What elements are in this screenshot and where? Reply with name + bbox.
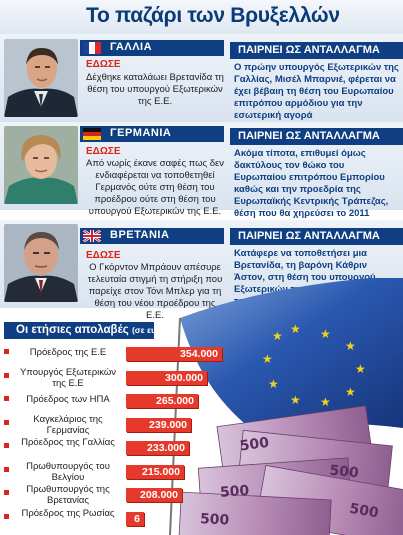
salary-bar-value: 208.000 [140,489,178,501]
svg-text:500: 500 [329,463,360,482]
salary-title-text: Οι ετήσιες απολαβές [16,324,129,336]
uk-flag-icon [83,230,101,242]
gets-bar: ΠΑΙΡΝΕΙ ΩΣ ΑΝΤΑΛΛΑΓΜΑ [230,42,403,59]
salary-row: Πρόεδρος της Γαλλίας 233.000 [0,437,260,462]
salary-header: Οι ετήσιες απολαβές (σε ευρώ) [4,322,171,339]
svg-text:500: 500 [220,483,251,501]
salary-bar-value: 265.000 [156,395,194,407]
svg-text:★: ★ [272,329,283,343]
salary-bar-value: 233.000 [147,442,185,454]
salary-bar-label: Πρόεδρος της Γαλλίας [21,437,115,448]
gets-label: ΠΑΙΡΝΕΙ ΩΣ ΑΝΤΑΛΛΑΓΜΑ [238,130,380,142]
salary-bar-label: Πρωθυπουργός του Βελγίου [26,460,110,483]
eu-flag-and-banknotes: ★ ★ ★ ★ ★ ★ ★ ★ ★ ★ 500 500 500 [140,278,403,535]
salary-bar-label: Πρόεδρος των ΗΠΑ [26,394,110,405]
country-name: ΒΡΕΤΑΝΙΑ [110,229,170,241]
section-france: ΓΑΛΛΙΑ ΕΔΩΣΕ Δέχθηκε καταλάωει Βρετανίδα… [0,34,403,122]
page-title: Το παζάρι των Βρυξελλών [86,4,340,27]
country-bar-france: ΓΑΛΛΙΑ [80,40,224,56]
france-flag-icon [83,42,101,54]
gets-bar: ΠΑΙΡΝΕΙ ΩΣ ΑΝΤΑΛΛΑΓΜΑ [230,128,403,145]
salary-title: Οι ετήσιες απολαβές (σε ευρώ) [16,324,171,336]
gave-label: ΕΔΩΣΕ [86,146,121,157]
gave-text: Από νωρίς έκανε σαφές πως δεν ενδιαφέρετ… [86,158,224,217]
salary-bar: 208.000 [126,488,182,502]
svg-text:★: ★ [320,395,331,409]
svg-text:★: ★ [355,362,366,376]
salary-row: Πρωθυπουργός της Βρετανίας 208.000 [0,484,260,509]
merkel-photo [4,126,78,204]
gets-bar: ΠΑΙΡΝΕΙ ΩΣ ΑΝΤΑΛΛΑΓΜΑ [230,228,403,245]
row-bullet [4,466,9,472]
row-bullet [4,372,9,378]
salary-row: Υπουργός Εξωτερικών της Ε.Ε 300.000 [0,366,260,392]
salary-row: Καγκελάριος της Γερμανίας 239.000 [0,413,260,439]
row-bullet [4,443,9,448]
section-uk: ΒΡΕΤΑΝΙΑ ΕΔΩΣΕ Ο Γκόρντον Μπράουν απέσυρ… [0,220,403,321]
row-bullet [4,419,9,425]
country-name: ΓΕΡΜΑΝΙΑ [110,127,172,139]
country-bar-uk: ΒΡΕΤΑΝΙΑ [80,228,224,244]
salary-bar-label: Υπουργός Εξωτερικών της Ε.Ε [19,366,117,389]
salary-row: Πρόεδρος της Ρωσίας 6 [0,507,260,533]
gets-label: ΠΑΙΡΝΕΙ ΩΣ ΑΝΤΑΛΛΑΓΜΑ [238,44,380,56]
germany-flag-icon [83,128,101,140]
salary-bar-value: 239.000 [149,418,187,431]
svg-text:★: ★ [345,339,356,353]
svg-text:★: ★ [268,377,279,391]
salary-row: Πρωθυπουργός του Βελγίου 215.000 [0,460,260,486]
salary-bar-label: Πρόεδρος της Ε.Ε [29,347,107,358]
row-bullet [4,349,9,354]
salary-row: Πρόεδρος των ΗΠΑ 265.000 [0,391,260,415]
salary-unit: (σε ευρώ) [131,325,172,335]
row-bullet [4,513,9,519]
gave-text: Ο Γκόρντον Μπράουν απέσυρε τελευταία στι… [87,262,223,321]
svg-text:500: 500 [348,501,380,522]
svg-text:★: ★ [262,352,273,366]
salary-bar: 354.000 [126,347,222,361]
svg-text:★: ★ [345,385,356,399]
salary-bar: 265.000 [126,394,198,408]
gets-label: ΠΑΙΡΝΕΙ ΩΣ ΑΝΤΑΛΛΑΓΜΑ [238,230,380,242]
salary-bar-label: Πρόεδρος της Ρωσίας [21,507,115,519]
salary-row: Πρόεδρος της Ε.Ε 354.000 [0,344,260,368]
salary-bar-value: 300.000 [165,371,203,384]
gave-label: ΕΔΩΣΕ [86,59,121,70]
salary-bar-label: Καγκελάριος της Γερμανίας [33,413,103,436]
salary-bar-value: 6 [134,512,140,525]
row-bullet [4,490,9,495]
salary-bar: 239.000 [126,417,191,432]
salary-bar: 233.000 [126,441,189,455]
gets-text: Ακόμα τίποτα, επιθυμεί όμως δακτύλους το… [234,148,389,219]
row-bullet [4,396,9,401]
country-name: ΓΑΛΛΙΑ [110,41,153,53]
salary-bar-value: 215.000 [142,465,180,478]
country-bar-germany: ΓΕΡΜΑΝΙΑ [80,126,224,142]
salary-bar: 6 [126,511,144,526]
brown-photo [4,224,78,302]
salary-bar: 215.000 [126,464,184,479]
title-band: Το παζάρι των Βρυξελλών [0,0,403,35]
sarkozy-photo [4,39,78,117]
gets-text: Ο πρώην υπουργός Εξωτερικών της Γαλλίας,… [234,62,399,121]
salary-bar-value: 354.000 [180,348,218,360]
svg-text:★: ★ [290,322,301,336]
gave-text: Δέχθηκε καταλάωει Βρετανίδα τη θέση του … [86,72,224,107]
svg-text:500: 500 [239,435,270,455]
salary-bar-label: Πρωθυπουργός της Βρετανίας [26,484,110,506]
svg-text:★: ★ [290,393,301,407]
svg-text:★: ★ [320,327,331,341]
gave-label: ΕΔΩΣΕ [86,250,121,261]
section-germany: ΓΕΡΜΑΝΙΑ ΕΔΩΣΕ Από νωρίς έκανε σαφές πως… [0,122,403,219]
salary-bar: 300.000 [126,370,207,385]
svg-text:500: 500 [200,511,230,529]
